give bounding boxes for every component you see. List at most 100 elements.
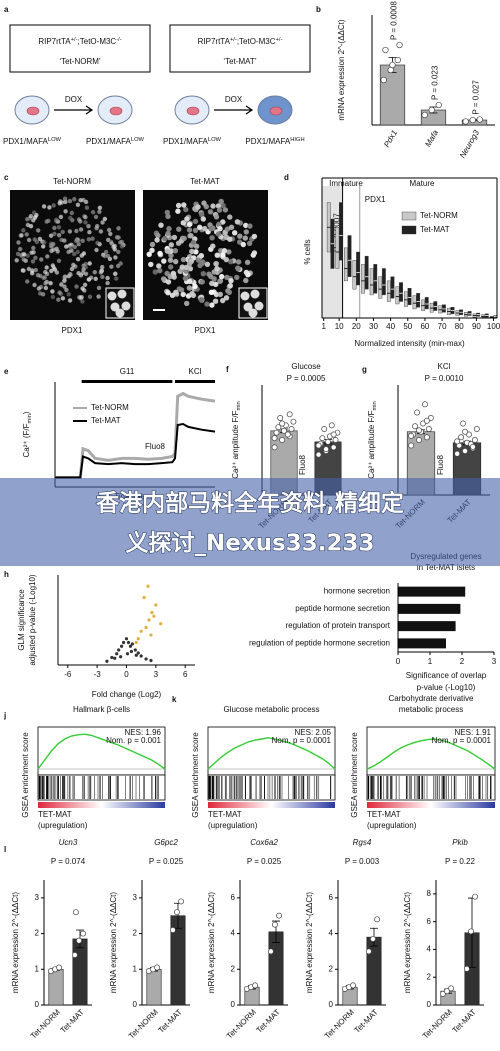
inset-spot (250, 289, 260, 299)
y-tick-label: 2 (329, 964, 334, 973)
panel-letter: d (284, 173, 289, 182)
data-point (435, 101, 442, 109)
nucleus-spot (49, 241, 54, 246)
nucleus-spot (181, 235, 187, 242)
nucleus-spot (180, 220, 186, 226)
box (433, 301, 438, 311)
nucleus (269, 106, 283, 116)
genotype-part: -/- (116, 37, 122, 43)
box (386, 280, 391, 302)
nucleus-spot (204, 301, 210, 307)
nucleus-spot (38, 291, 43, 296)
nucleus-spot (83, 220, 88, 225)
nucleus-spot (184, 216, 190, 222)
nucleus-spot (72, 244, 78, 250)
box (407, 288, 412, 305)
nucleus-spot (251, 233, 258, 240)
data-point (252, 982, 259, 989)
nucleus-spot (199, 212, 205, 218)
nucleus-spot (156, 263, 162, 269)
y-axis-label: Ca²⁺ amplitude F/Fmin (367, 401, 377, 479)
box (352, 260, 357, 290)
stimulus-bar (81, 380, 173, 383)
nucleus-spot (100, 264, 105, 270)
nucleus-spot (169, 292, 176, 298)
nucleus-spot (59, 282, 64, 287)
nucleus-spot (173, 258, 179, 265)
inset-spot (107, 291, 117, 301)
nucleus-spot (149, 241, 156, 248)
data-point (113, 656, 117, 660)
nucleus-spot (172, 248, 178, 254)
nucleus-spot (49, 268, 54, 274)
nucleus-spot (116, 249, 121, 255)
p-value: Nom. p = 0.001 (106, 736, 161, 745)
nucleus-spot (62, 278, 67, 283)
data-point (458, 434, 465, 441)
nucleus-spot (49, 248, 54, 254)
nucleus-spot (182, 275, 189, 281)
nucleus-spot (41, 244, 46, 249)
category-label: regulation of protein transport (285, 621, 390, 630)
nucleus-spot (68, 272, 73, 277)
category-label: Tet-NORM (225, 1007, 258, 1040)
nucleus-spot (165, 290, 171, 296)
chart-title: metabolic process (399, 705, 463, 714)
category-label: Tet-MAT (353, 1007, 380, 1034)
nucleus-spot (80, 286, 85, 291)
bar (48, 968, 64, 1006)
chart-title: in Tet-MAT islets (417, 563, 475, 572)
nucleus-spot (208, 226, 214, 232)
nucleus-spot (47, 205, 52, 210)
rank-bar (208, 802, 335, 808)
nucleus-spot (216, 207, 223, 213)
nucleus-spot (234, 274, 240, 281)
x-tick-label: 6 (183, 670, 188, 679)
nucleus-spot (184, 300, 190, 307)
nucleus-spot (149, 247, 155, 253)
nucleus-spot (57, 201, 62, 206)
panel-letter: b (316, 5, 321, 14)
nucleus-spot (56, 225, 62, 230)
box (441, 304, 446, 313)
hit-lines (38, 776, 159, 799)
nucleus-spot (179, 264, 185, 270)
bar (398, 586, 466, 597)
zone-label: Immature (329, 179, 363, 188)
nucleus-spot (195, 257, 202, 263)
data-point (425, 426, 432, 432)
nucleus-spot (217, 226, 223, 232)
category-label: Tet-NORM (323, 1007, 356, 1040)
nucleus-spot (160, 276, 167, 282)
x-tick-label: 100 (487, 322, 500, 331)
image-label: PDX1 (195, 326, 216, 335)
box (404, 291, 408, 307)
nucleus-spot (165, 230, 171, 237)
chart-title: KCl (438, 362, 451, 371)
legend-label: Tet-MAT (420, 225, 450, 234)
x-axis-label: TET-MAT (38, 810, 72, 819)
p-value: P = 0.0005 (287, 374, 326, 383)
nucleus-spot (74, 284, 79, 289)
nucleus-spot (62, 284, 67, 289)
nucleus-spot (224, 274, 230, 281)
hit-frame (366, 774, 496, 801)
y-tick-label: 3 (35, 893, 40, 902)
data-point (119, 655, 123, 659)
x-tick-label: 40 (386, 322, 395, 331)
y-tick-label: 4 (427, 945, 432, 954)
x-tick-label: -3 (94, 670, 102, 679)
nucleus-spot (69, 266, 75, 272)
category-label: regulation of peptide hormone secretion (249, 638, 390, 647)
nucleus-spot (43, 269, 48, 275)
nucleus-spot (183, 264, 189, 271)
nucleus-spot (86, 237, 92, 242)
nucleus-spot (56, 297, 61, 302)
panel-letter: k (172, 695, 177, 704)
data-point (150, 610, 154, 615)
nucleus-spot (21, 228, 26, 233)
y-tick-label: 6 (329, 893, 334, 902)
data-point (423, 417, 430, 424)
box (361, 264, 365, 294)
stimulus-label: KCl (189, 367, 202, 376)
